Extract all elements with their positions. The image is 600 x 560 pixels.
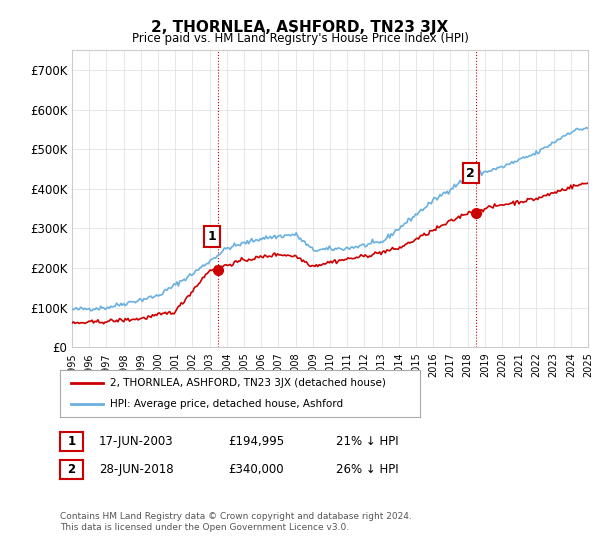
Text: 2, THORNLEA, ASHFORD, TN23 3JX (detached house): 2, THORNLEA, ASHFORD, TN23 3JX (detached… [110,378,386,388]
Text: 2: 2 [466,166,475,180]
Text: Contains HM Land Registry data © Crown copyright and database right 2024.
This d: Contains HM Land Registry data © Crown c… [60,512,412,532]
Text: 1: 1 [67,435,76,448]
Text: HPI: Average price, detached house, Ashford: HPI: Average price, detached house, Ashf… [110,399,344,409]
Text: 26% ↓ HPI: 26% ↓ HPI [336,463,398,476]
Text: 17-JUN-2003: 17-JUN-2003 [99,435,173,448]
Text: 28-JUN-2018: 28-JUN-2018 [99,463,173,476]
Text: 1: 1 [208,230,217,243]
Text: Price paid vs. HM Land Registry's House Price Index (HPI): Price paid vs. HM Land Registry's House … [131,32,469,45]
Text: £340,000: £340,000 [228,463,284,476]
Text: £194,995: £194,995 [228,435,284,448]
Text: 2: 2 [67,463,76,476]
Text: 2, THORNLEA, ASHFORD, TN23 3JX: 2, THORNLEA, ASHFORD, TN23 3JX [151,20,449,35]
Text: 21% ↓ HPI: 21% ↓ HPI [336,435,398,448]
